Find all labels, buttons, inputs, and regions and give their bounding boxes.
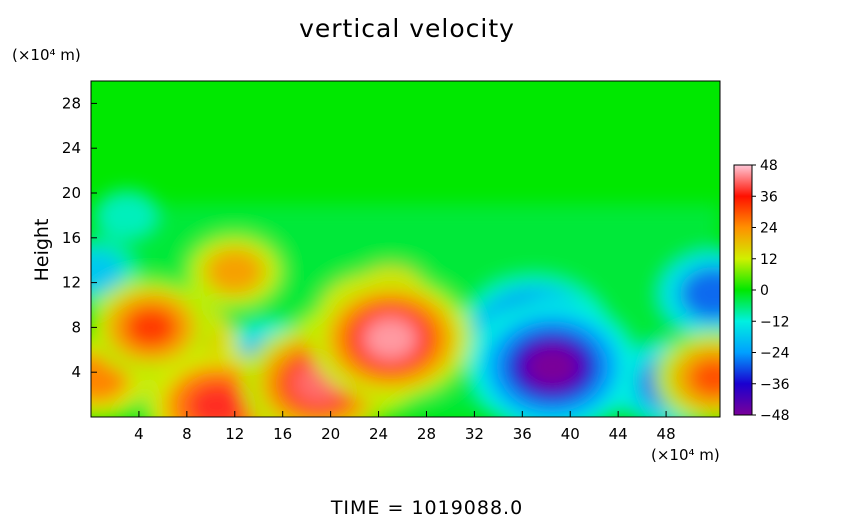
y-tick-label: 16 xyxy=(62,229,81,247)
x-tick-label: 8 xyxy=(182,425,192,443)
x-axis-unit: (×10⁴ m) xyxy=(651,446,720,464)
y-tick-label: 28 xyxy=(62,94,81,112)
chart-title: vertical velocity xyxy=(299,14,515,43)
field-feature xyxy=(91,251,123,292)
colorbar-tick-label: −48 xyxy=(760,408,790,424)
colorbar-tick-label: −24 xyxy=(760,346,790,362)
x-tick-label: 40 xyxy=(561,425,580,443)
y-tick-label: 24 xyxy=(62,139,81,157)
y-axis-unit: (×10⁴ m) xyxy=(12,46,81,64)
y-tick-label: 20 xyxy=(62,184,81,202)
colorbar-tick-label: 0 xyxy=(760,283,769,299)
field-feature xyxy=(688,357,720,398)
time-label: TIME = 1019088.0 xyxy=(0,497,854,519)
x-axis: 4 8 12 16 20 24 28 32 36 40 44 48 xyxy=(134,411,676,443)
x-tick-label: 44 xyxy=(609,425,628,443)
field-feature xyxy=(94,190,159,241)
y-axis: 4 8 12 16 20 24 28 xyxy=(62,94,97,381)
x-tick-label: 48 xyxy=(657,425,676,443)
time-value: 1019088.0 xyxy=(411,497,524,519)
plot-area xyxy=(91,81,720,417)
x-tick-label: 24 xyxy=(369,425,388,443)
field-feature xyxy=(205,248,265,295)
x-tick-label: 36 xyxy=(513,425,532,443)
y-tick-label: 8 xyxy=(71,318,81,336)
field-feature xyxy=(679,266,720,321)
plot-frame xyxy=(90,80,721,418)
colorbar-tick-label: 12 xyxy=(760,252,778,268)
time-label-name: TIME xyxy=(330,497,381,519)
colorbar-tick-label: 48 xyxy=(760,158,778,174)
y-tick-label: 12 xyxy=(62,274,81,292)
colorbar-tick-label: −12 xyxy=(760,314,790,330)
x-tick-label: 12 xyxy=(225,425,244,443)
x-tick-label: 20 xyxy=(321,425,340,443)
field-feature xyxy=(363,317,418,360)
field-feature xyxy=(186,381,248,417)
colorbar-tick-label: −36 xyxy=(760,377,790,393)
colorbar: 48 36 24 12 0 −12 −24 −36 −48 xyxy=(733,158,790,424)
colorbar-tick-label: 36 xyxy=(760,189,778,205)
colorbar-scale xyxy=(733,164,753,416)
colorbar-tick-label: 24 xyxy=(760,221,778,237)
field-feature xyxy=(523,344,581,389)
field-feature xyxy=(123,306,178,349)
x-tick-label: 28 xyxy=(417,425,436,443)
x-tick-label: 16 xyxy=(273,425,292,443)
x-tick-label: 4 xyxy=(134,425,144,443)
time-label-operator: = xyxy=(387,497,405,519)
x-tick-label: 32 xyxy=(465,425,484,443)
y-tick-label: 4 xyxy=(71,363,81,381)
